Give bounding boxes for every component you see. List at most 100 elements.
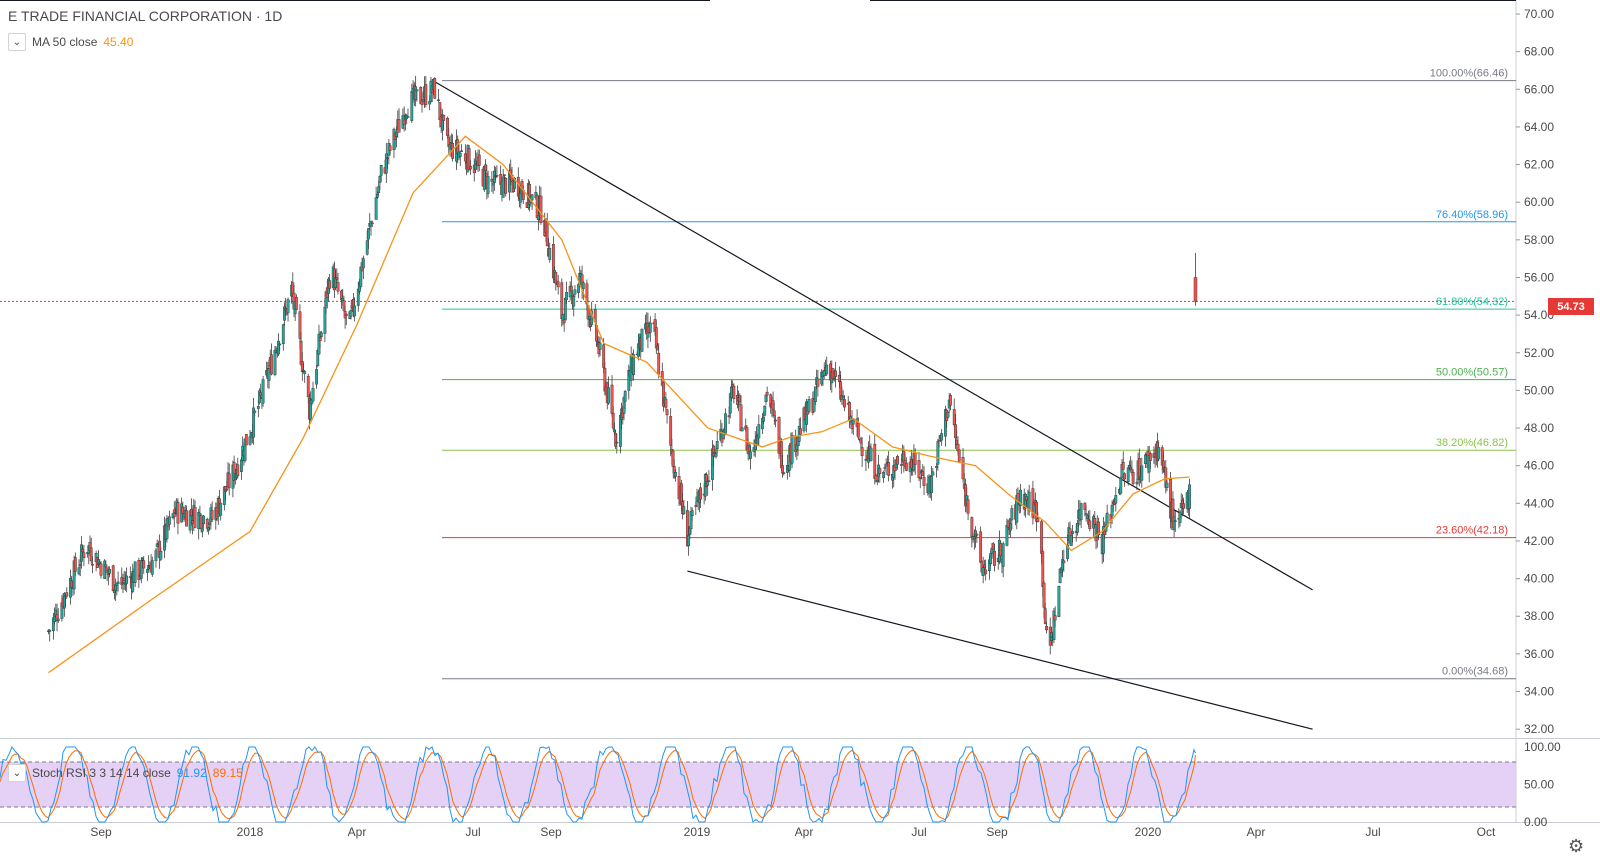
candle-body xyxy=(375,193,379,198)
chevron-down-icon[interactable]: ⌄ xyxy=(8,764,26,782)
candle-body xyxy=(442,114,446,121)
candle-body xyxy=(869,447,873,461)
stoch-k-value: 91.92 xyxy=(176,766,207,780)
candle-body xyxy=(762,417,765,422)
candle-body xyxy=(344,313,348,316)
ma-label: MA 50 close xyxy=(32,35,98,49)
candle-body xyxy=(936,441,940,465)
candle-body xyxy=(970,517,974,537)
candle-body xyxy=(353,305,357,317)
candle-body xyxy=(384,153,388,174)
candle-body xyxy=(303,371,307,374)
gear-icon[interactable]: ⚙ xyxy=(1568,836,1585,856)
candle-body xyxy=(669,416,673,446)
candle-body xyxy=(611,412,615,429)
candle-body xyxy=(236,464,240,477)
time-tick-label: Oct xyxy=(1477,825,1496,839)
price-tick-label: 36.00 xyxy=(1524,647,1554,661)
candle-body xyxy=(469,165,472,170)
candle-body xyxy=(843,399,846,408)
candle-body xyxy=(777,416,781,454)
candle-body xyxy=(732,385,736,399)
candle-body xyxy=(210,509,214,520)
chart-legend: E TRADE FINANCIAL CORPORATION · 1D ⌄ MA … xyxy=(8,8,282,51)
candle-body xyxy=(133,561,137,583)
candle-body xyxy=(834,370,837,377)
candle-body xyxy=(116,581,120,585)
last-candle-body xyxy=(1193,277,1198,302)
time-tick-label: Sep xyxy=(90,825,112,839)
candle-body xyxy=(261,379,265,404)
candle-body xyxy=(899,464,903,466)
stoch-label: Stoch RSI 3 3 14 14 close xyxy=(32,766,171,780)
candle-body xyxy=(1182,503,1186,509)
candle-body xyxy=(336,282,340,292)
chevron-down-icon[interactable]: ⌄ xyxy=(8,33,26,51)
candle-body xyxy=(306,375,310,398)
candle-body xyxy=(1010,508,1014,521)
candle-body xyxy=(615,441,619,444)
candle-body xyxy=(458,152,462,157)
candle-body xyxy=(278,343,282,346)
trendline xyxy=(687,570,1313,730)
candle-body xyxy=(1062,560,1066,564)
candle-body xyxy=(884,464,888,467)
candle-body xyxy=(467,148,471,170)
candle-body xyxy=(984,569,988,575)
candle-body xyxy=(640,328,644,352)
candle-body xyxy=(377,186,381,193)
candle-body xyxy=(48,629,52,632)
candle-body xyxy=(410,91,414,121)
time-tick-label: Sep xyxy=(986,825,1008,839)
candle-body xyxy=(765,391,769,396)
candle-body xyxy=(1131,472,1135,484)
candle-body xyxy=(142,560,146,569)
candle-body xyxy=(657,352,661,375)
stoch-tick-label: 50.00 xyxy=(1524,778,1554,792)
trendline xyxy=(434,81,1313,591)
candle-body xyxy=(202,515,205,525)
stoch-tick-label: 0.00 xyxy=(1524,815,1548,829)
candle-body xyxy=(910,459,913,469)
candle-body xyxy=(648,322,652,333)
stoch-tick-label: 100.00 xyxy=(1524,740,1561,754)
price-tick-label: 32.00 xyxy=(1524,722,1554,736)
candle-body xyxy=(244,433,248,446)
candle-body xyxy=(406,116,410,118)
candle-body xyxy=(999,543,1003,557)
price-tick-label: 70.00 xyxy=(1524,7,1554,21)
candle-body xyxy=(294,296,298,310)
price-tick-label: 66.00 xyxy=(1524,82,1554,96)
candle-body xyxy=(585,283,589,305)
candle-body xyxy=(501,176,505,198)
candle-body xyxy=(395,132,398,137)
candle-body xyxy=(935,466,939,469)
candle-body xyxy=(662,382,665,407)
candle-body xyxy=(1121,462,1125,470)
candle-body xyxy=(1140,465,1144,481)
candle-body xyxy=(73,557,77,572)
candle-body xyxy=(981,567,985,576)
price-tick-label: 62.00 xyxy=(1524,158,1554,172)
candle-body xyxy=(991,543,995,550)
stoch-band-fill xyxy=(0,762,1516,807)
candle-body xyxy=(537,215,540,220)
candle-body xyxy=(495,175,499,177)
candle-body xyxy=(388,145,392,151)
candle-body xyxy=(82,552,86,559)
candle-body xyxy=(56,618,60,622)
candle-body xyxy=(342,300,346,311)
stoch-d-value: 89.15 xyxy=(212,766,243,780)
candle-body xyxy=(1165,482,1169,488)
candle-body xyxy=(664,398,668,408)
candle-body xyxy=(185,510,188,527)
price-tick-label: 54.00 xyxy=(1524,308,1554,322)
candle-body xyxy=(1088,520,1092,530)
candle-body xyxy=(1097,521,1100,536)
candle-body xyxy=(225,489,229,491)
candle-body xyxy=(474,160,477,171)
candle-body xyxy=(491,183,495,186)
candle-body xyxy=(311,388,315,402)
candle-body xyxy=(556,281,560,288)
